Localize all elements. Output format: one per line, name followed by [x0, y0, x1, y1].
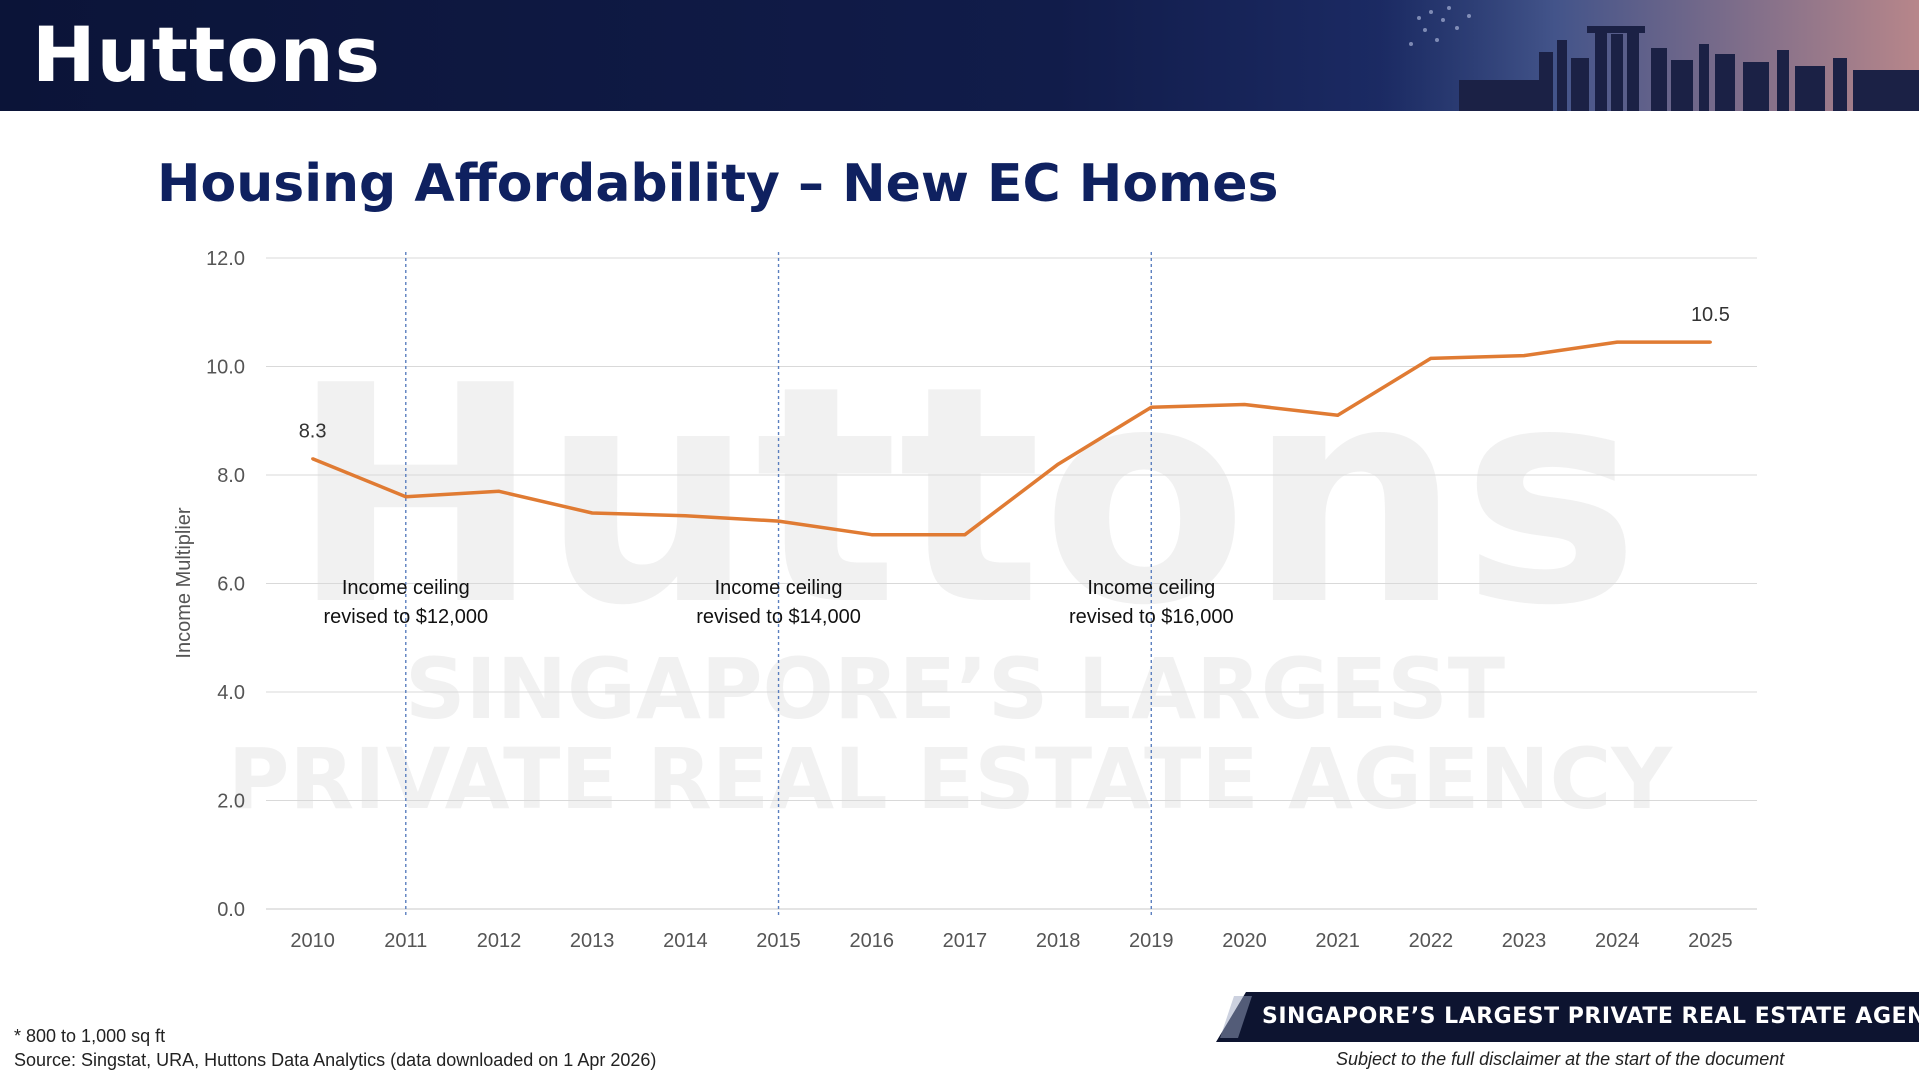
- data-point: [963, 533, 967, 537]
- x-tick-label: 2015: [756, 930, 801, 952]
- y-tick-label: 6.0: [217, 574, 245, 596]
- y-tick-label: 8.0: [217, 465, 245, 487]
- x-tick-label: 2014: [663, 930, 708, 952]
- data-point: [1149, 405, 1153, 409]
- data-point: [1429, 356, 1433, 360]
- data-point: [404, 495, 408, 499]
- y-tick-label: 10.0: [206, 357, 245, 379]
- x-tick-label: 2020: [1222, 930, 1267, 952]
- data-point: [870, 533, 874, 537]
- tagline-text: SINGAPORE’S LARGEST PRIVATE REAL ESTATE …: [1262, 1004, 1919, 1029]
- brand-logo: Huttons: [32, 10, 381, 99]
- data-point: [1522, 354, 1526, 358]
- footer-notes: * 800 to 1,000 sq ft Source: Singstat, U…: [14, 1024, 656, 1072]
- footnote: * 800 to 1,000 sq ft: [14, 1026, 166, 1046]
- y-tick-label: 2.0: [217, 791, 245, 813]
- x-tick-label: 2017: [943, 930, 988, 952]
- page-title: Housing Affordability – New EC Homes: [157, 154, 1279, 214]
- annotation-line2: revised to $16,000: [1069, 606, 1234, 628]
- y-axis-label: Income Multiplier: [173, 507, 195, 659]
- x-tick-label: 2024: [1595, 930, 1640, 952]
- annotation-line1: Income ceiling: [342, 577, 470, 599]
- disclaimer-text: Subject to the full disclaimer at the st…: [1336, 1049, 1785, 1069]
- data-point: [1615, 340, 1619, 344]
- x-tick-label: 2011: [384, 930, 427, 952]
- x-tick-label: 2013: [570, 930, 615, 952]
- header-banner: Huttons: [0, 0, 1919, 111]
- annotation-line1: Income ceiling: [1087, 577, 1215, 599]
- annotation-line2: revised to $14,000: [696, 606, 861, 628]
- city-skyline-image: [1359, 0, 1919, 111]
- x-tick-label: 2019: [1129, 930, 1174, 952]
- data-point: [683, 514, 687, 518]
- annotation-line1: Income ceiling: [715, 577, 843, 599]
- data-point: [1336, 413, 1340, 417]
- y-tick-label: 4.0: [217, 682, 245, 704]
- line-chart: 0.0 2.0 4.0 6.0 8.0 10.0 12.0 2010 2011 2012 2013…: [173, 248, 1757, 952]
- x-tick-label: 2023: [1502, 930, 1547, 952]
- data-point: [1056, 462, 1060, 466]
- tagline-banner: [1216, 992, 1919, 1042]
- x-tick-label: 2010: [290, 930, 335, 952]
- source-note: Source: Singstat, URA, Huttons Data Anal…: [14, 1050, 657, 1070]
- data-label: 8.3: [299, 421, 327, 443]
- y-tick-label: 12.0: [206, 248, 245, 270]
- y-tick-label: 0.0: [217, 899, 245, 921]
- data-point: [497, 489, 501, 493]
- data-point: [777, 519, 781, 523]
- data-point: [1708, 340, 1712, 344]
- x-tick-label: 2016: [849, 930, 894, 952]
- x-tick-label: 2021: [1315, 930, 1360, 952]
- x-tick-label: 2022: [1409, 930, 1454, 952]
- data-label: 10.5: [1691, 304, 1730, 326]
- data-point: [1242, 402, 1246, 406]
- x-tick-label: 2012: [477, 930, 522, 952]
- data-point: [311, 457, 315, 461]
- x-tick-label: 2025: [1688, 930, 1733, 952]
- data-point: [590, 511, 594, 515]
- x-tick-label: 2018: [1036, 930, 1081, 952]
- series-line: [311, 340, 1711, 537]
- annotation-line2: revised to $12,000: [324, 606, 489, 628]
